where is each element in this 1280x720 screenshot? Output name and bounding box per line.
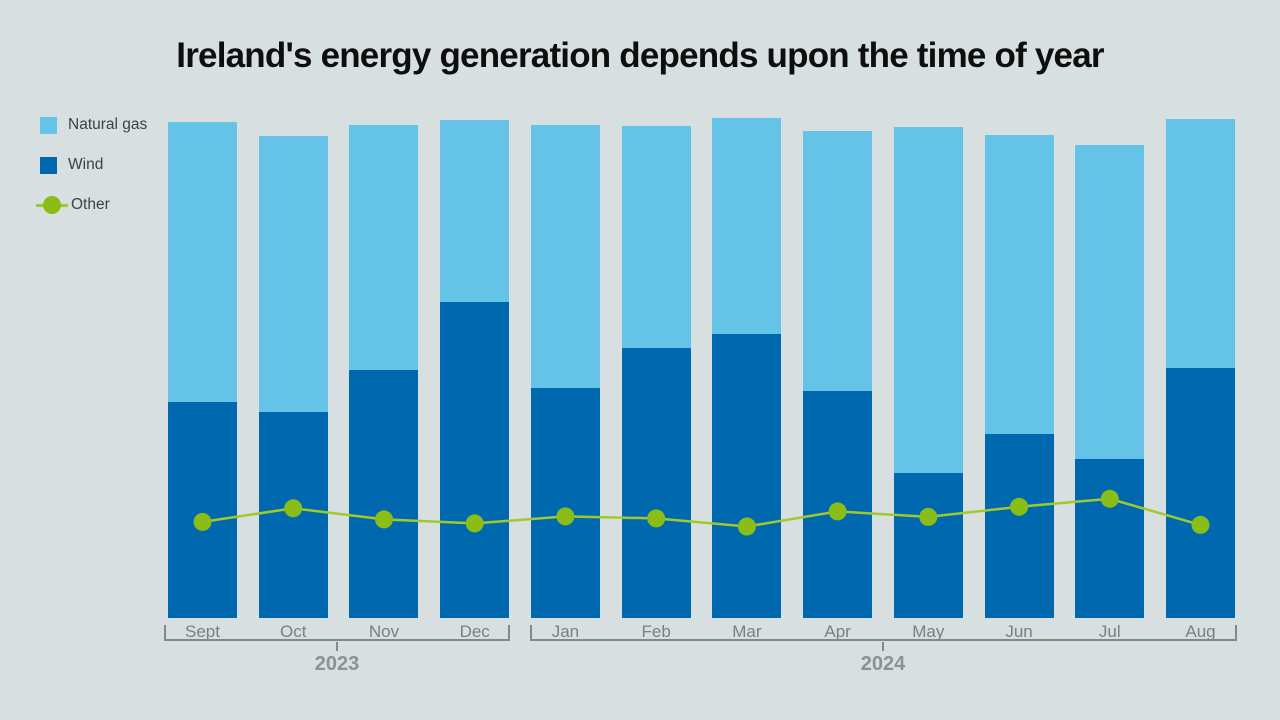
bar-segment-wind	[349, 370, 419, 618]
other-point	[828, 502, 847, 521]
other-point	[1010, 497, 1029, 516]
bar-segment-natural-gas	[349, 125, 419, 371]
bar-jun	[984, 115, 1054, 618]
legend-item-natural-gas: Natural gas	[36, 116, 147, 134]
year-tick-2023	[336, 642, 338, 651]
other-point	[284, 499, 303, 518]
x-tick-jan: Jan	[551, 622, 580, 641]
bar-segment-wind	[1166, 368, 1236, 618]
natural-gas-swatch-icon	[40, 116, 57, 134]
legend-label-natural-gas: Natural gas	[68, 116, 148, 133]
x-tick-nov: Nov	[368, 622, 400, 641]
x-axis: Sept Oct Nov Dec Jan Feb Mar Apr May Jun Jul Aug	[168, 622, 1238, 642]
x-tick-dec: Dec	[459, 622, 490, 641]
bar-segment-natural-gas	[1166, 118, 1236, 369]
other-line-layer	[193, 489, 1210, 536]
other-point	[465, 514, 484, 533]
x-tick-jul: Jul	[1098, 622, 1121, 641]
bar-segment-natural-gas	[1075, 145, 1145, 459]
bar-segment-natural-gas	[258, 136, 328, 413]
bar-segment-wind	[168, 402, 237, 618]
bar-nov	[349, 115, 419, 618]
bar-jul	[1075, 115, 1145, 618]
bar-segment-wind	[1075, 458, 1145, 618]
legend: Natural gas Wind Other	[36, 116, 147, 236]
bar-segment-natural-gas	[168, 122, 237, 403]
x-tick-feb: Feb	[641, 622, 671, 641]
legend-label-wind: Wind	[68, 156, 104, 173]
bar-segment-natural-gas	[984, 135, 1054, 435]
bar-segment-wind	[621, 348, 691, 618]
bar-segment-wind	[893, 472, 963, 618]
other-point	[919, 507, 938, 526]
other-point	[737, 517, 756, 536]
x-tick-jun: Jun	[1005, 622, 1033, 641]
legend-item-other: Other	[36, 196, 147, 214]
bar-oct	[258, 115, 328, 618]
bar-segment-natural-gas	[712, 117, 782, 334]
bar-segment-wind	[712, 333, 782, 618]
bar-segment-wind	[984, 434, 1054, 618]
other-line	[202, 497, 1201, 528]
bar-mar	[712, 115, 782, 618]
x-tick-oct: Oct	[279, 622, 307, 641]
bar-may	[893, 115, 963, 618]
legend-label-other: Other	[71, 196, 110, 213]
bar-segment-wind	[440, 302, 510, 618]
other-point	[193, 512, 212, 531]
x-tick-sept: Sept	[185, 622, 220, 641]
other-point	[1191, 515, 1210, 534]
bar-segment-natural-gas	[803, 131, 873, 392]
plot-area	[168, 115, 1238, 618]
other-point	[1100, 489, 1119, 508]
bar-segment-natural-gas	[893, 126, 963, 473]
bar-segment-natural-gas	[530, 124, 600, 389]
other-point	[556, 507, 575, 526]
year-bracket-2023	[164, 625, 510, 641]
bar-sept	[168, 115, 237, 618]
bar-segment-natural-gas	[440, 119, 510, 303]
chart-title: Ireland's energy generation depends upon…	[176, 36, 1104, 75]
bar-segment-natural-gas	[621, 126, 691, 349]
x-tick-aug: Aug	[1185, 622, 1216, 641]
year-tick-2024	[882, 642, 884, 651]
other-line-dot-icon	[36, 196, 68, 215]
bar-aug	[1166, 115, 1236, 618]
x-tick-mar: Mar	[732, 622, 762, 641]
legend-item-wind: Wind	[36, 156, 147, 174]
bar-jan	[530, 115, 600, 618]
bar-feb	[621, 115, 691, 618]
x-tick-apr: Apr	[824, 622, 851, 641]
x-tick-may: May	[912, 622, 945, 641]
other-point	[375, 510, 393, 529]
year-label-2023: 2023	[314, 653, 360, 675]
other-point	[647, 509, 666, 528]
bar-dec	[440, 115, 510, 618]
bar-segment-wind	[530, 388, 600, 618]
year-label-2024: 2024	[860, 653, 906, 675]
wind-swatch-icon	[40, 156, 57, 174]
year-bracket-2024	[530, 625, 1237, 641]
